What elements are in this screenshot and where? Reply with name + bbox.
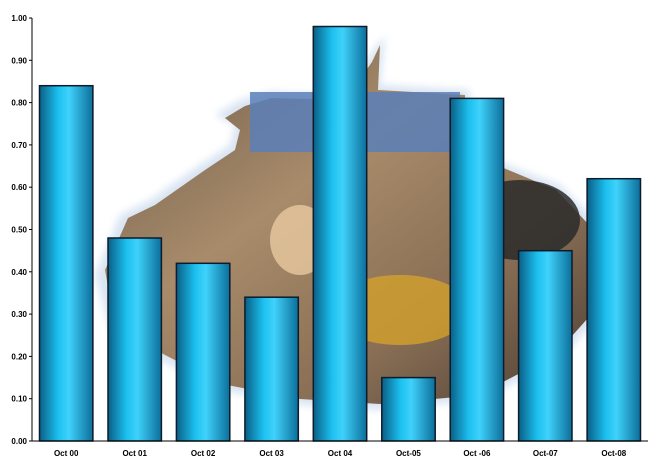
x-tick-label: Oct-08 <box>601 449 626 458</box>
y-tick-label: 0.30 <box>11 310 27 319</box>
bar-2 <box>107 237 163 442</box>
y-tick-label: 0.80 <box>11 99 27 108</box>
y-tick-label: 0.90 <box>11 56 27 65</box>
y-tick-label: 1.00 <box>11 14 27 23</box>
bar-6 <box>381 376 436 442</box>
x-tick-label: Oct 03 <box>259 449 284 458</box>
y-tick-label: 0.10 <box>11 395 27 404</box>
y-axis-ticks: 0.00 0.10 0.20 0.30 0.40 0.50 0.60 0.70 0.80 0.90… <box>11 14 32 446</box>
y-tick-label: 0.00 <box>11 437 27 446</box>
bar-4 <box>244 296 300 442</box>
y-tick-label: 0.50 <box>11 226 27 235</box>
bar-5 <box>312 25 368 442</box>
bar-7 <box>449 97 505 442</box>
y-tick-label: 0.40 <box>11 268 27 277</box>
x-tick-label: Oct 02 <box>191 449 216 458</box>
x-axis-labels: Oct 00 Oct 01 Oct 02 Oct 03 Oct 04 Oct-05 Oct … <box>54 449 627 458</box>
y-tick-label: 0.20 <box>11 352 27 361</box>
bar-8 <box>517 249 573 442</box>
y-tick-label: 0.60 <box>11 183 27 192</box>
y-tick-label: 0.70 <box>11 141 27 150</box>
x-tick-label: Oct 01 <box>122 449 147 458</box>
x-tick-label: Oct-05 <box>396 449 421 458</box>
bar-1 <box>38 84 94 442</box>
x-tick-label: Oct 00 <box>54 449 79 458</box>
x-tick-label: Oct-07 <box>533 449 558 458</box>
x-tick-label: Oct 04 <box>328 449 353 458</box>
x-tick-label: Oct -06 <box>463 449 491 458</box>
bar-9 <box>586 177 642 442</box>
bar-3 <box>175 262 231 442</box>
